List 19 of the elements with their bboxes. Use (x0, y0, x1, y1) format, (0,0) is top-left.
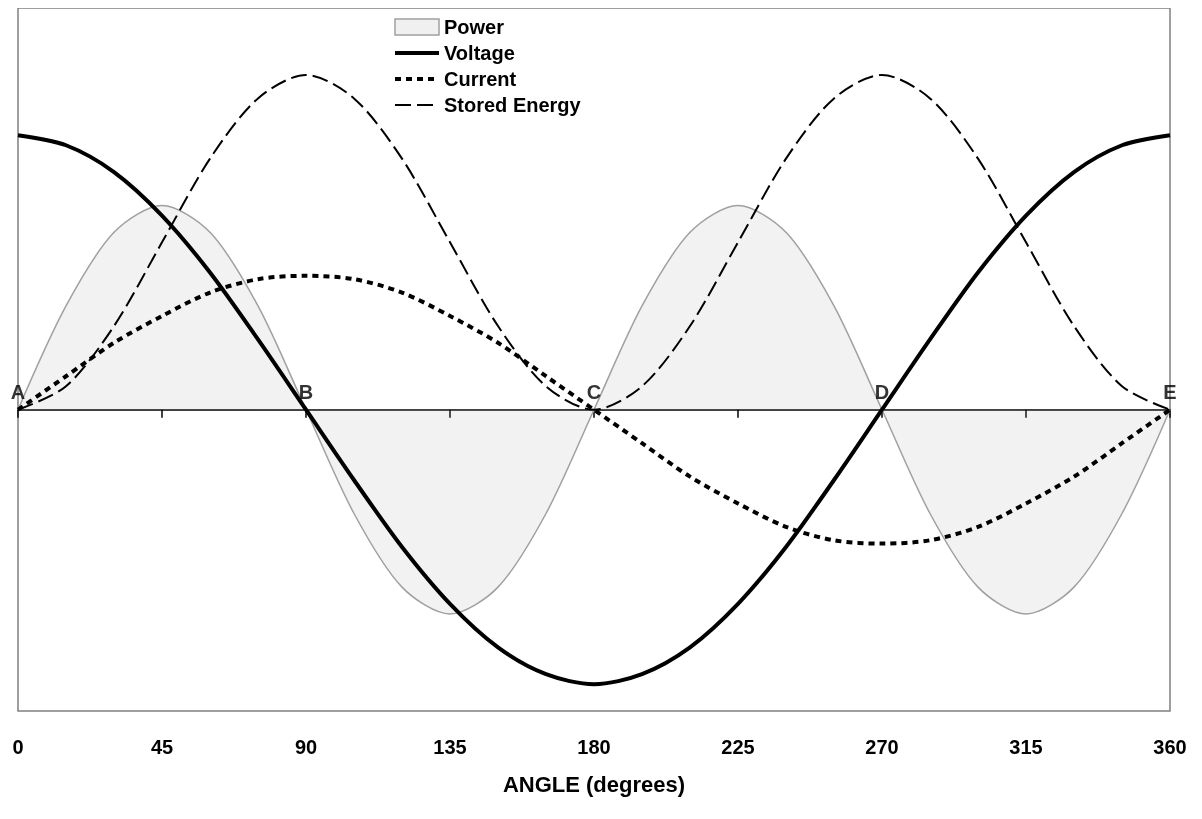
annotation: C (586, 380, 602, 403)
x-tick-label: 135 (433, 736, 467, 758)
legend-label: Stored Energy (444, 94, 582, 116)
annotation: E (1163, 380, 1177, 403)
legend-label: Power (444, 16, 505, 38)
annotation: A (10, 380, 26, 403)
annotation: D (874, 380, 890, 403)
x-tick-label: 0 (12, 736, 24, 758)
x-tick-label: 180 (577, 736, 611, 758)
x-tick-label: 90 (294, 736, 318, 758)
legend-label: Current (444, 68, 517, 90)
x-tick-label: 225 (721, 736, 755, 758)
x-tick-label: 315 (1009, 736, 1043, 758)
x-axis-title: ANGLE (degrees) (502, 771, 686, 797)
annotation: B (298, 380, 314, 403)
legend-label: Voltage (444, 42, 515, 64)
x-tick-label: 360 (1153, 736, 1187, 758)
x-tick-label: 270 (865, 736, 899, 758)
x-tick-label: 45 (150, 736, 174, 758)
